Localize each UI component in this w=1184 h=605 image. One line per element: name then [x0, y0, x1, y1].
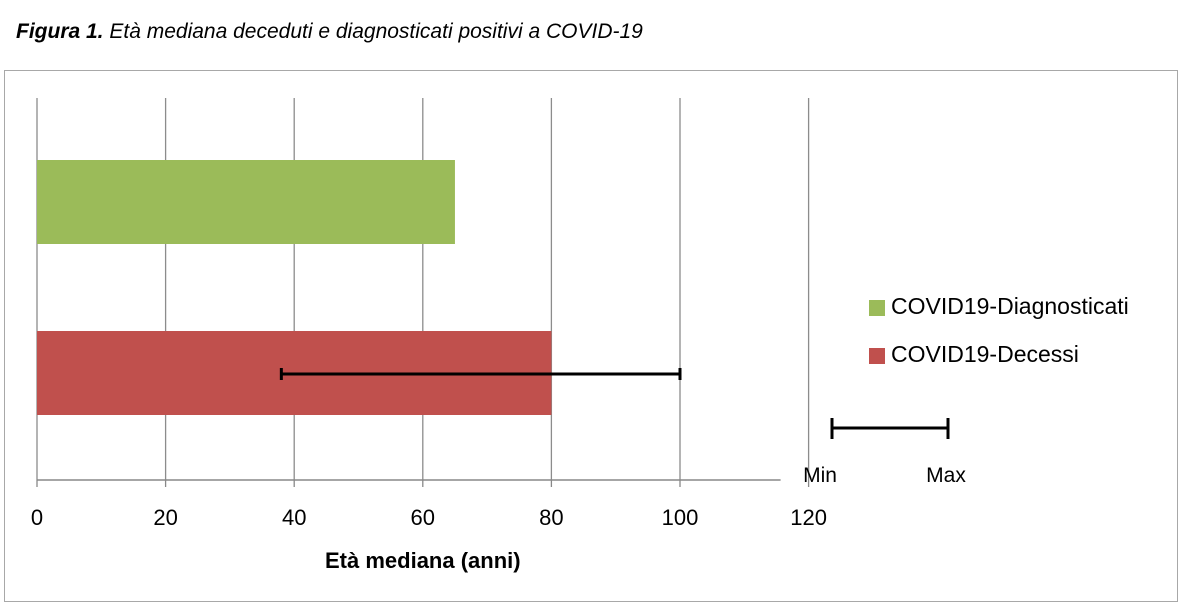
error-legend-min-label: Min — [803, 464, 837, 487]
error-bar-legend: Min Max — [803, 418, 966, 487]
bar-diagnosticati — [37, 160, 455, 244]
legend-label: COVID19-Diagnosticati — [891, 293, 1129, 319]
error-legend-max-label: Max — [926, 464, 966, 487]
x-tick-label: 40 — [282, 505, 306, 530]
figure-caption-text: Età mediana deceduti e diagnosticati pos… — [109, 20, 643, 43]
figure-caption-label: Figura 1. — [16, 20, 104, 43]
error-bars — [279, 368, 682, 380]
x-axis-title: Età mediana (anni) — [325, 548, 521, 573]
x-tick-label: 60 — [411, 505, 435, 530]
x-tick-label: 0 — [31, 505, 43, 530]
legend-swatch — [869, 348, 885, 364]
chart-canvas: 0 20 40 60 80 100 120 Età mediana (anni) COVID… — [31, 98, 1129, 573]
legend-label: COVID19-Decessi — [891, 341, 1079, 367]
x-tick-label: 100 — [662, 505, 699, 530]
x-tick-label: 120 — [790, 505, 827, 530]
legend: COVID19-Diagnosticati COVID19-Decessi — [869, 293, 1129, 367]
chart-frame: 0 20 40 60 80 100 120 Età mediana (anni) COVID… — [4, 70, 1178, 602]
legend-swatch — [869, 300, 885, 316]
x-tick-label: 80 — [539, 505, 563, 530]
figure-caption: Figura 1. Età mediana deceduti e diagnos… — [16, 20, 643, 44]
x-tick-labels: 0 20 40 60 80 100 120 — [31, 505, 827, 530]
x-tick-label: 20 — [153, 505, 177, 530]
grid-lines — [36, 98, 810, 487]
